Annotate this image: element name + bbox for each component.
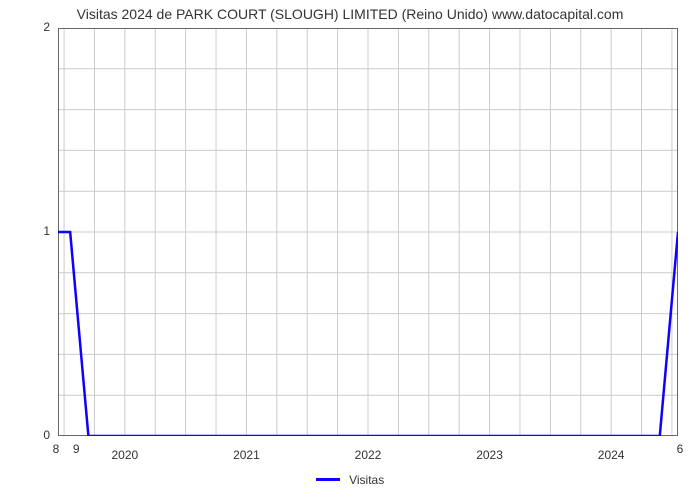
x-tick-label: 2024 [586,448,636,462]
x-tick-label: 2020 [100,448,150,462]
x-tick-label: 2023 [465,448,515,462]
plot-area [58,28,678,436]
y-tick-label: 1 [28,224,50,238]
chart-title: Visitas 2024 de PARK COURT (SLOUGH) LIMI… [0,6,700,22]
legend: Visitas [0,472,700,487]
y-tick-label: 0 [28,428,50,442]
legend-label: Visitas [349,473,384,487]
legend-swatch [316,478,340,481]
y-tick-label: 2 [28,20,50,34]
plot-svg [58,28,678,436]
point-label: 6 [674,442,686,456]
point-label: 8 [50,442,62,456]
x-tick-label: 2022 [343,448,393,462]
x-tick-label: 2021 [221,448,271,462]
chart-container: Visitas 2024 de PARK COURT (SLOUGH) LIMI… [0,0,700,500]
point-label: 9 [70,442,82,456]
